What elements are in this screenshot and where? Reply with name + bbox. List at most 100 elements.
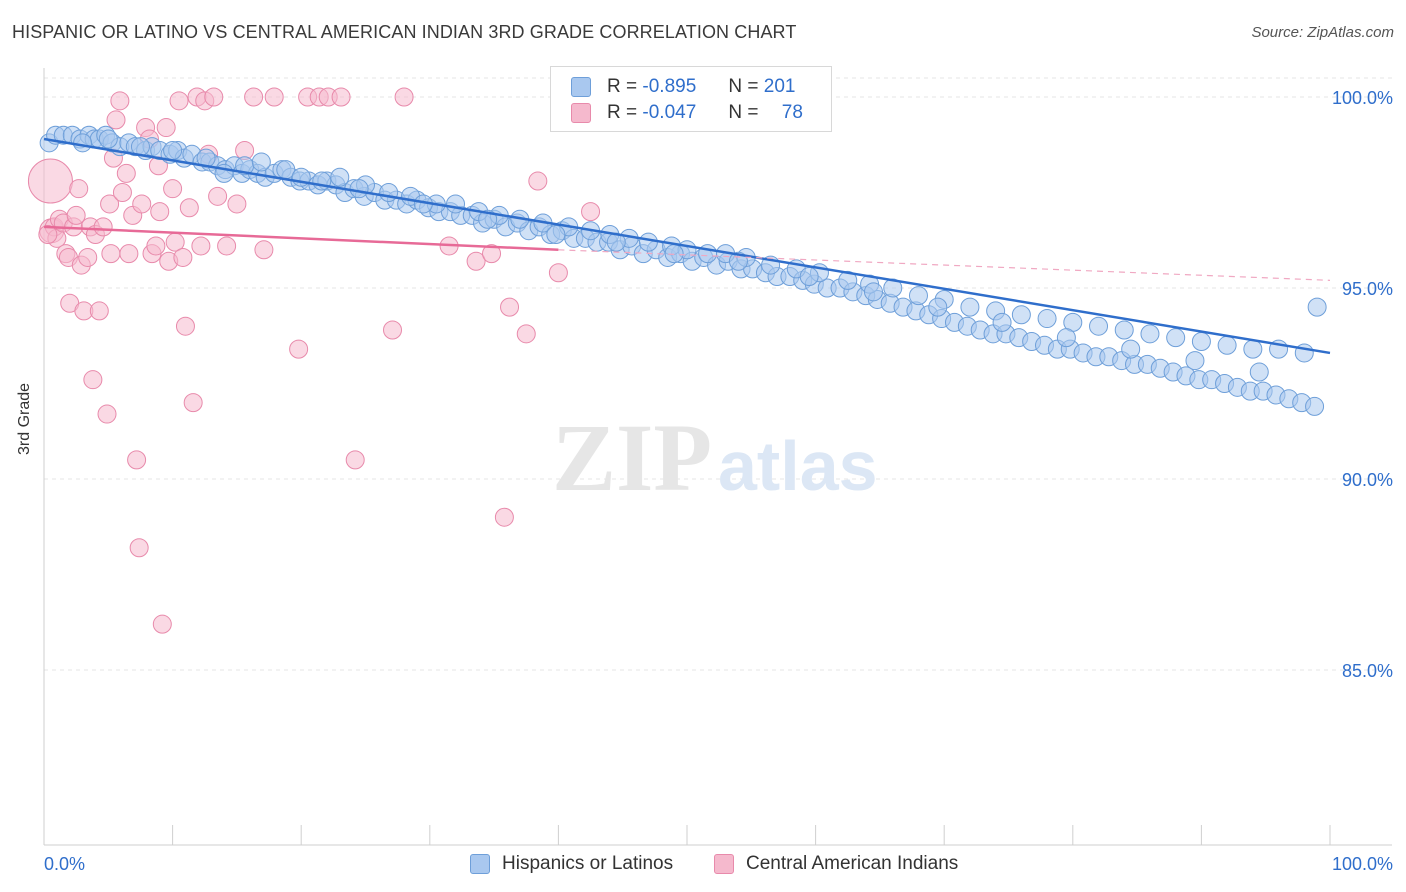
data-point-central-american-indian xyxy=(289,339,309,359)
data-point-hispanic xyxy=(908,286,928,306)
x-tick-label-min: 0.0% xyxy=(44,854,85,874)
x-tick-label-max: 100.0% xyxy=(1332,854,1393,874)
data-point-hispanic xyxy=(73,133,93,153)
data-point-central-american-indian xyxy=(66,205,86,225)
data-point-central-american-indian xyxy=(383,320,403,340)
data-point-central-american-indian xyxy=(191,236,211,256)
data-point-hispanic xyxy=(838,270,858,290)
n-value: 201 xyxy=(763,76,796,97)
data-point-central-american-indian xyxy=(169,91,189,111)
tick-labels: 85.0% 90.0% 95.0% 100.0% 0.0% 100.0% xyxy=(44,88,1393,874)
correlation-legend: R = -0.895 N = 201 R = -0.047 N = 78 xyxy=(550,66,832,132)
ticks xyxy=(43,825,1331,845)
data-point-central-american-indian xyxy=(183,393,203,413)
data-point-central-american-indian xyxy=(27,158,73,204)
data-point-hispanic xyxy=(330,167,350,187)
trend-line-central-american-indian xyxy=(43,225,559,252)
data-point-central-american-indian xyxy=(581,202,601,222)
r-label: R = xyxy=(607,102,638,123)
y-tick-label: 90.0% xyxy=(1342,470,1393,490)
data-point-hispanic xyxy=(664,244,684,264)
r-label: R = xyxy=(607,76,638,97)
pink-series xyxy=(27,87,601,634)
y-tick-label: 85.0% xyxy=(1342,661,1393,681)
data-point-hispanic xyxy=(728,251,748,271)
data-point-central-american-indian xyxy=(106,110,126,130)
data-point-central-american-indian xyxy=(516,324,536,344)
data-point-central-american-indian xyxy=(548,263,568,283)
data-point-central-american-indian xyxy=(146,236,166,256)
data-point-hispanic xyxy=(1305,396,1325,416)
data-point-central-american-indian xyxy=(204,87,224,107)
watermark-zip: ZIP xyxy=(552,404,712,511)
data-point-central-american-indian xyxy=(101,244,121,264)
data-point-hispanic xyxy=(163,140,183,160)
y-tick-label: 100.0% xyxy=(1332,88,1393,108)
data-point-central-american-indian xyxy=(127,450,147,470)
data-point-hispanic xyxy=(1056,328,1076,348)
data-point-central-american-indian xyxy=(150,202,170,222)
data-point-hispanic xyxy=(379,183,399,202)
trend-line-extension xyxy=(558,249,1331,281)
data-point-central-american-indian xyxy=(331,87,351,107)
data-point-central-american-indian xyxy=(175,316,195,336)
blue-swatch xyxy=(470,854,490,874)
data-point-central-american-indian xyxy=(163,179,183,199)
bottom-legend-hispanic: Hispanics or Latinos xyxy=(470,852,673,876)
data-point-central-american-indian xyxy=(179,198,199,218)
n-value: 78 xyxy=(781,102,803,123)
data-point-hispanic xyxy=(98,129,118,149)
data-point-central-american-indian xyxy=(528,171,548,191)
data-point-hispanic xyxy=(251,152,271,172)
watermark: ZIP atlas xyxy=(552,404,878,511)
data-point-hispanic xyxy=(1166,328,1186,348)
data-point-hispanic xyxy=(1140,324,1160,344)
data-point-hispanic xyxy=(960,297,980,317)
chart-title: HISPANIC OR LATINO VS CENTRAL AMERICAN I… xyxy=(12,22,797,42)
data-point-central-american-indian xyxy=(173,247,193,267)
data-point-hispanic xyxy=(799,267,819,287)
data-point-central-american-indian xyxy=(217,236,237,256)
data-point-central-american-indian xyxy=(119,244,139,264)
data-point-hispanic xyxy=(1217,335,1237,355)
n-label: N = xyxy=(728,102,759,123)
data-point-central-american-indian xyxy=(129,538,149,558)
data-point-central-american-indian xyxy=(78,247,98,267)
data-point-hispanic xyxy=(1191,331,1211,351)
data-point-central-american-indian xyxy=(116,163,136,183)
data-point-central-american-indian xyxy=(97,404,117,424)
pink-swatch xyxy=(714,854,734,874)
y-tick-label: 95.0% xyxy=(1342,279,1393,299)
r-value: -0.895 xyxy=(642,76,697,97)
data-point-hispanic xyxy=(1185,351,1205,371)
data-point-central-american-indian xyxy=(345,450,365,470)
data-point-hispanic xyxy=(863,282,883,302)
data-point-central-american-indian xyxy=(69,179,89,199)
data-point-central-american-indian xyxy=(89,301,109,321)
source-label: Source: ZipAtlas.com xyxy=(1251,24,1394,41)
data-point-central-american-indian xyxy=(83,370,103,390)
data-point-hispanic xyxy=(1307,297,1327,317)
data-point-central-american-indian xyxy=(254,240,274,260)
data-point-central-american-indian xyxy=(156,118,176,138)
watermark-atlas: atlas xyxy=(718,427,878,505)
legend-row-hispanic: R = -0.895 N = 201 xyxy=(571,75,795,99)
data-point-central-american-indian xyxy=(466,251,486,271)
data-point-hispanic xyxy=(638,232,658,252)
data-point-central-american-indian xyxy=(264,87,284,107)
legend-label: Central American Indians xyxy=(746,853,959,874)
data-point-central-american-indian xyxy=(227,194,247,214)
data-point-hispanic xyxy=(1121,339,1141,359)
data-point-hispanic xyxy=(1249,362,1269,382)
data-point-hispanic xyxy=(1114,320,1134,340)
pink-swatch xyxy=(571,103,591,123)
data-point-hispanic xyxy=(546,225,566,245)
data-point-central-american-indian xyxy=(112,183,132,202)
data-point-hispanic xyxy=(349,179,369,199)
trend-lines xyxy=(43,137,1331,355)
data-point-central-american-indian xyxy=(494,507,514,527)
trend-line-hispanic xyxy=(43,137,1331,355)
data-point-hispanic xyxy=(1243,339,1263,359)
data-point-central-american-indian xyxy=(132,194,152,214)
